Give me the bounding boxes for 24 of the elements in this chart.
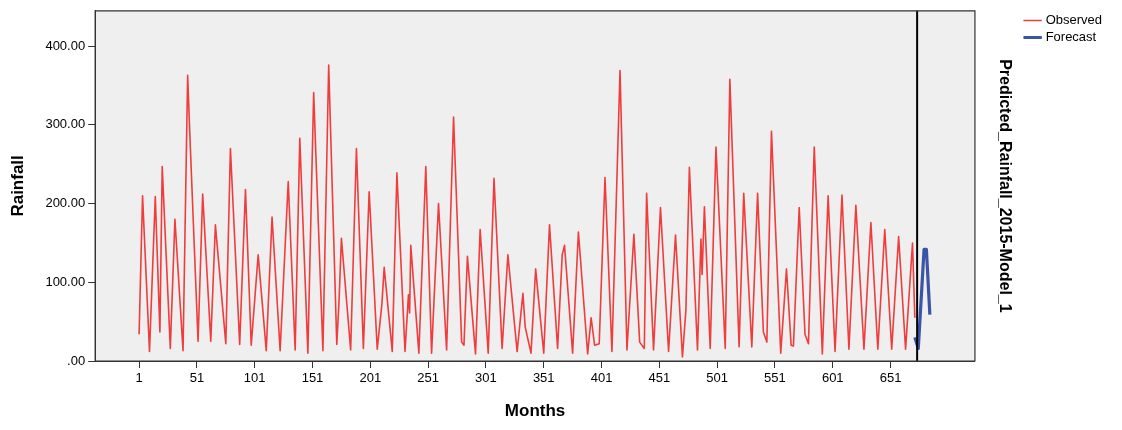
y-tick-label: .00	[67, 352, 86, 368]
x-tick-label: 151	[301, 370, 324, 386]
y-tick-label: 400.00	[45, 37, 86, 53]
x-tick-label: 551	[764, 370, 786, 386]
x-tick-label: 651	[879, 370, 902, 386]
x-tick-label: 301	[475, 370, 497, 386]
x-tick-label: 351	[532, 370, 555, 386]
x-tick-label: 1	[135, 370, 143, 386]
x-axis-title: Months	[504, 401, 566, 421]
y-tick-label: 300.00	[45, 116, 86, 132]
x-tick-label: 451	[648, 370, 671, 386]
x-tick-label: 101	[243, 370, 266, 386]
x-tick-label: 51	[189, 370, 205, 386]
x-tick-label: 601	[821, 370, 844, 386]
x-tick-label: 201	[359, 370, 382, 386]
y-axis-title: Rainfall	[7, 155, 27, 217]
y-tick-label: 200.00	[45, 195, 86, 211]
x-tick-label: 501	[706, 370, 728, 386]
legend-label: Observed	[1045, 12, 1103, 28]
y2-axis-title: Predicted_Rainfall_2015-Model_1	[997, 59, 1015, 313]
legend-label: Forecast	[1045, 29, 1097, 45]
x-tick-label: 401	[590, 370, 613, 386]
y-tick-label: 100.00	[45, 273, 86, 289]
x-tick-label: 251	[417, 370, 439, 386]
